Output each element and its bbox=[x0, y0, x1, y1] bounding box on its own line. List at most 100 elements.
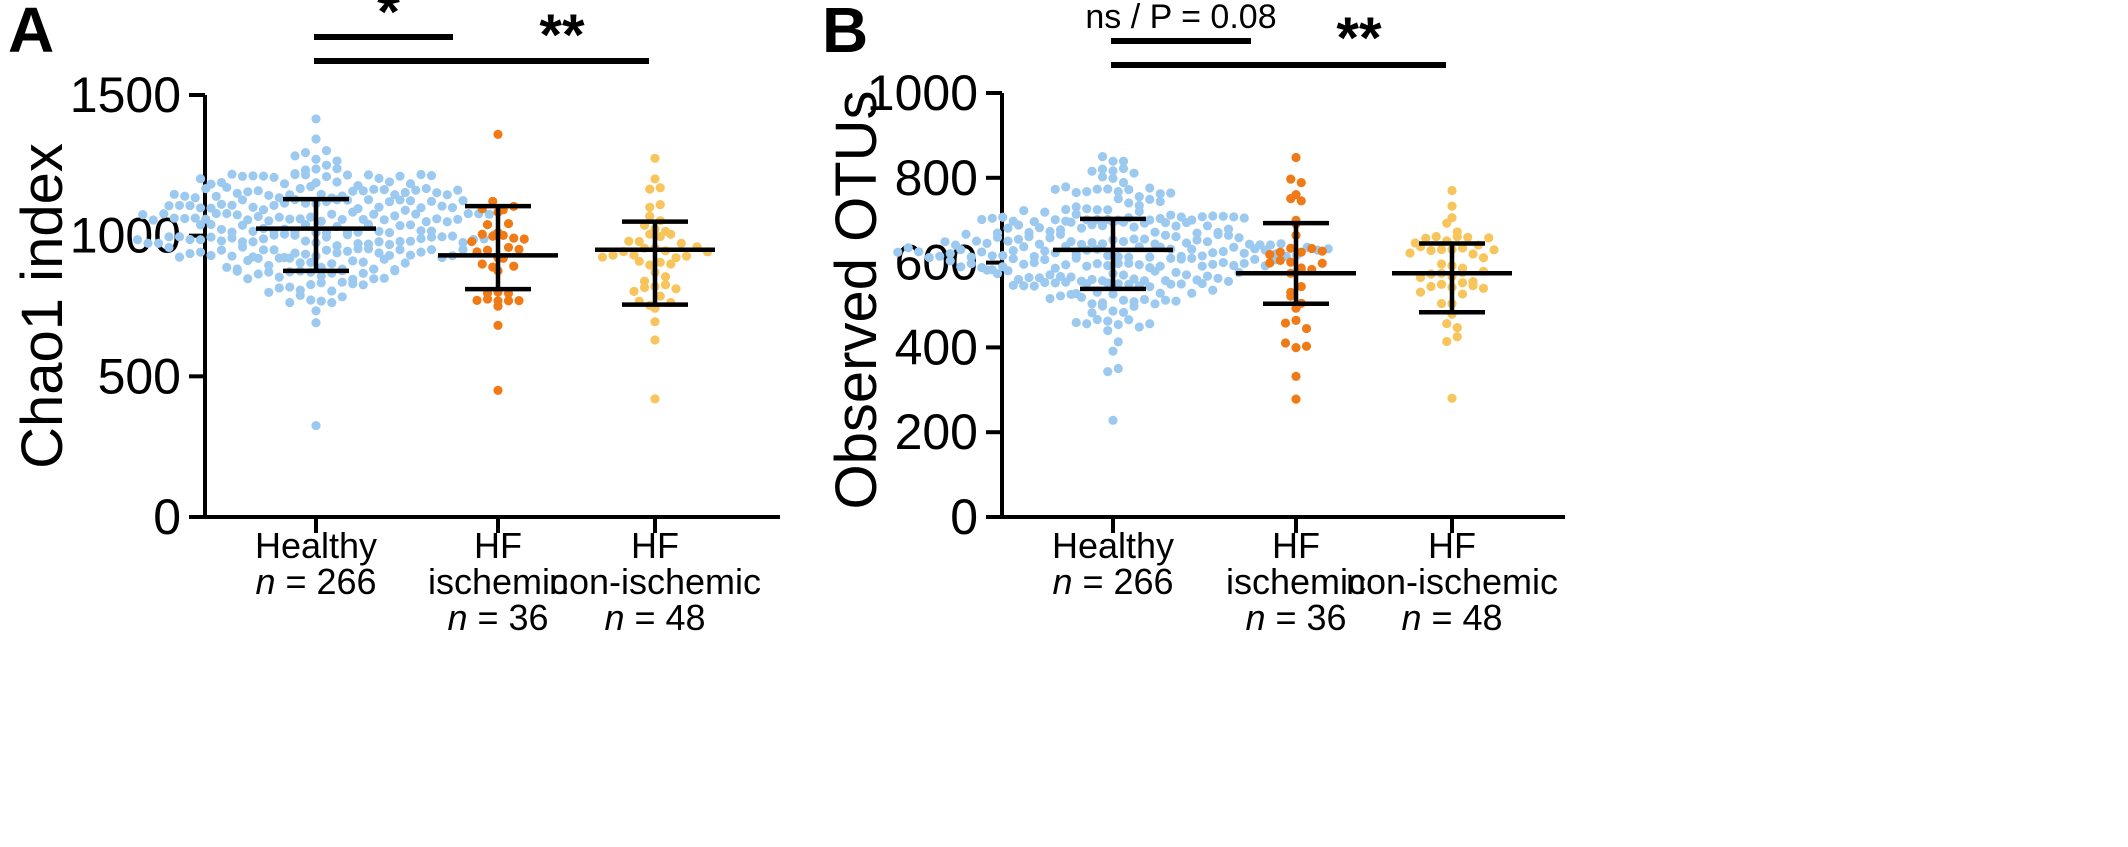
data-point bbox=[374, 173, 384, 184]
data-point bbox=[258, 234, 269, 244]
data-point bbox=[1103, 367, 1113, 377]
data-point bbox=[1197, 278, 1207, 289]
x-category-label: n = 48 bbox=[1401, 597, 1502, 638]
data-point bbox=[316, 278, 326, 288]
data-point bbox=[358, 268, 368, 278]
data-point bbox=[363, 244, 374, 254]
data-point bbox=[342, 230, 353, 240]
data-point bbox=[992, 269, 1003, 279]
data-point bbox=[1008, 245, 1018, 256]
data-point bbox=[1103, 184, 1113, 194]
data-point bbox=[1103, 261, 1113, 271]
data-point bbox=[1118, 270, 1129, 280]
data-point bbox=[1003, 223, 1013, 233]
data-point bbox=[514, 296, 524, 306]
data-point bbox=[327, 286, 337, 296]
data-point bbox=[1103, 325, 1113, 336]
data-point bbox=[1113, 279, 1123, 289]
data-point bbox=[1113, 194, 1123, 204]
x-category-label: non-ischemic bbox=[549, 561, 761, 602]
data-point bbox=[1113, 319, 1123, 330]
data-point bbox=[998, 212, 1008, 222]
data-point bbox=[1029, 281, 1039, 291]
data-point bbox=[977, 214, 987, 225]
data-point bbox=[509, 233, 519, 243]
data-point bbox=[650, 317, 660, 327]
data-point bbox=[201, 184, 211, 194]
data-point bbox=[358, 280, 368, 290]
data-point bbox=[660, 280, 671, 290]
data-point bbox=[195, 220, 206, 230]
data-point bbox=[660, 272, 671, 282]
data-point bbox=[374, 226, 384, 236]
data-point bbox=[1426, 281, 1436, 292]
data-point bbox=[971, 236, 982, 246]
data-point bbox=[374, 237, 384, 247]
error-bar bbox=[1392, 241, 1512, 315]
data-point bbox=[1108, 166, 1118, 176]
significance-label: ns / P = 0.08 bbox=[1085, 0, 1276, 36]
data-point bbox=[1118, 236, 1129, 247]
error-bar bbox=[256, 196, 376, 274]
data-point bbox=[458, 244, 468, 255]
data-point bbox=[258, 245, 269, 255]
data-point bbox=[1202, 221, 1213, 231]
data-point bbox=[395, 236, 405, 247]
significance-label: * bbox=[377, 0, 400, 45]
error-bar bbox=[595, 219, 715, 307]
data-point bbox=[671, 253, 681, 263]
data-point bbox=[1181, 238, 1192, 248]
data-point bbox=[1055, 229, 1066, 239]
data-point bbox=[1097, 152, 1108, 162]
data-point bbox=[1113, 337, 1123, 347]
data-point bbox=[493, 129, 503, 139]
data-point bbox=[306, 295, 316, 305]
data-point bbox=[1171, 296, 1181, 306]
data-point bbox=[342, 246, 353, 256]
data-point bbox=[1092, 184, 1102, 194]
series-points bbox=[1265, 152, 1327, 404]
data-point bbox=[384, 177, 395, 187]
data-point bbox=[1108, 346, 1118, 356]
x-category-label: HF bbox=[1428, 525, 1476, 566]
n-value: = 36 bbox=[467, 597, 548, 638]
data-point bbox=[1307, 243, 1317, 254]
data-point bbox=[243, 274, 253, 284]
data-point bbox=[285, 282, 295, 292]
data-point bbox=[488, 196, 498, 207]
data-point bbox=[1139, 294, 1150, 305]
n-symbol: n bbox=[604, 597, 624, 638]
data-point bbox=[1050, 184, 1060, 194]
data-point bbox=[1008, 280, 1018, 290]
data-point bbox=[1478, 253, 1489, 263]
data-point bbox=[1208, 211, 1218, 221]
data-point bbox=[1019, 281, 1029, 291]
data-point bbox=[1076, 223, 1087, 233]
data-point bbox=[1208, 259, 1218, 269]
data-point bbox=[416, 203, 426, 213]
data-point bbox=[1008, 253, 1018, 264]
data-point bbox=[1087, 299, 1097, 309]
data-point bbox=[169, 213, 179, 223]
data-point bbox=[924, 252, 934, 263]
series-points bbox=[467, 129, 529, 395]
data-point bbox=[498, 230, 508, 240]
y-tick-label: 400 bbox=[895, 319, 978, 375]
data-point bbox=[337, 277, 347, 287]
data-point bbox=[395, 244, 405, 255]
data-point bbox=[264, 190, 274, 201]
data-point bbox=[311, 306, 321, 316]
data-point bbox=[285, 297, 295, 308]
data-point bbox=[290, 151, 300, 161]
data-point bbox=[1280, 318, 1291, 328]
data-point bbox=[1071, 187, 1081, 198]
data-point bbox=[1045, 293, 1055, 304]
data-point bbox=[143, 238, 153, 248]
data-point bbox=[190, 213, 200, 223]
x-category-label: n = 266 bbox=[1052, 561, 1173, 602]
data-point bbox=[269, 230, 279, 240]
data-point bbox=[1229, 242, 1239, 252]
data-point bbox=[1145, 282, 1155, 292]
data-point bbox=[1108, 415, 1118, 425]
x-category-label: ischemic bbox=[428, 561, 568, 602]
